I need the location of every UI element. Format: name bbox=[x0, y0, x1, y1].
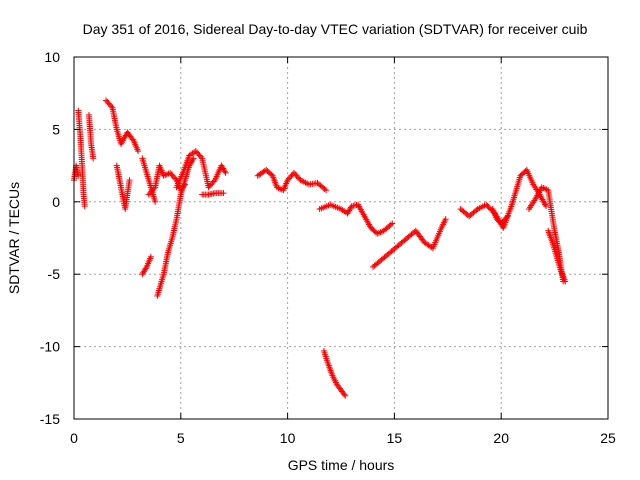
data-point bbox=[103, 97, 110, 104]
series-s20 bbox=[545, 227, 569, 285]
plot-frame bbox=[73, 56, 609, 420]
data-point bbox=[205, 184, 212, 191]
data-point bbox=[149, 187, 156, 194]
y-tick-label: -10 bbox=[40, 339, 60, 355]
data-point bbox=[221, 168, 228, 175]
data-point bbox=[170, 174, 177, 181]
data-point bbox=[210, 178, 217, 185]
y-tick-label: 10 bbox=[44, 49, 60, 65]
data-point bbox=[503, 214, 510, 221]
data-point bbox=[168, 171, 175, 178]
data-point bbox=[105, 100, 112, 107]
series-s5 bbox=[113, 162, 133, 213]
data-point bbox=[321, 186, 328, 193]
data-point bbox=[147, 253, 154, 260]
data-point bbox=[148, 188, 155, 195]
data-point bbox=[342, 392, 349, 399]
data-point bbox=[323, 187, 330, 194]
data-point bbox=[209, 179, 216, 186]
data-point bbox=[167, 169, 174, 176]
data-point bbox=[181, 182, 188, 189]
data-point bbox=[499, 219, 506, 226]
y-tick-label: 5 bbox=[52, 121, 60, 137]
data-point bbox=[285, 175, 292, 182]
y-axis-label: SDTVAR / TECUs bbox=[6, 182, 22, 294]
series-s3 bbox=[85, 111, 97, 162]
x-tick-label: 0 bbox=[70, 430, 78, 446]
data-point bbox=[81, 203, 88, 210]
data-point bbox=[195, 151, 202, 158]
chart-title: Day 351 of 2016, Sidereal Day-to-day VTE… bbox=[83, 21, 588, 37]
data-point bbox=[145, 191, 152, 198]
series-s16 bbox=[370, 216, 449, 270]
data-point bbox=[106, 101, 113, 108]
data-point bbox=[126, 177, 133, 184]
data-point bbox=[182, 181, 189, 188]
x-tick-label: 25 bbox=[600, 430, 616, 446]
data-point bbox=[284, 177, 291, 184]
data-point bbox=[147, 190, 154, 197]
data-point bbox=[294, 174, 301, 181]
y-tick-label: -15 bbox=[40, 411, 60, 427]
data-point bbox=[108, 103, 115, 110]
data-point bbox=[291, 169, 298, 176]
data-point bbox=[293, 172, 300, 179]
data-point bbox=[142, 265, 149, 272]
series-s12 bbox=[254, 166, 330, 194]
data-marks bbox=[71, 97, 569, 399]
x-tick-label: 20 bbox=[493, 430, 509, 446]
x-ticks: 0 5 10 15 20 25 bbox=[70, 57, 616, 446]
x-tick-label: 15 bbox=[387, 430, 403, 446]
data-point bbox=[150, 185, 157, 192]
y-ticks: -15 -10 -5 0 5 10 bbox=[40, 49, 608, 427]
y-tick-label: -5 bbox=[48, 266, 61, 282]
data-point bbox=[562, 278, 569, 285]
data-point bbox=[387, 221, 394, 228]
data-point bbox=[104, 98, 111, 105]
series-s2 bbox=[75, 107, 88, 210]
series-s11 bbox=[199, 190, 227, 198]
data-point bbox=[190, 155, 197, 162]
data-point bbox=[208, 181, 215, 188]
data-point bbox=[129, 136, 136, 143]
data-point bbox=[196, 152, 203, 159]
data-point bbox=[341, 391, 348, 398]
data-point bbox=[189, 156, 196, 163]
series-s18 bbox=[489, 206, 511, 227]
grid-lines bbox=[74, 57, 608, 419]
x-axis-label: GPS time / hours bbox=[288, 457, 395, 473]
series-s15 bbox=[344, 201, 396, 237]
data-point bbox=[288, 172, 295, 179]
data-point bbox=[197, 153, 204, 160]
data-point bbox=[152, 198, 159, 205]
y-tick-label: 0 bbox=[52, 194, 60, 210]
data-point bbox=[206, 182, 213, 189]
series-s10 bbox=[173, 148, 229, 191]
data-point bbox=[504, 213, 511, 220]
data-point bbox=[194, 149, 201, 156]
data-point bbox=[172, 175, 179, 182]
series-s13 bbox=[316, 201, 351, 217]
data-point bbox=[498, 220, 505, 227]
data-point bbox=[222, 169, 229, 176]
series-s7 bbox=[139, 253, 154, 278]
data-point bbox=[500, 217, 507, 224]
series-s14 bbox=[320, 347, 349, 399]
data-point bbox=[75, 172, 82, 179]
data-point bbox=[169, 172, 176, 179]
data-point bbox=[220, 190, 227, 197]
data-point bbox=[442, 216, 449, 223]
data-point bbox=[135, 148, 142, 155]
data-point bbox=[502, 216, 509, 223]
data-point bbox=[90, 155, 97, 162]
data-point bbox=[473, 207, 480, 214]
data-point bbox=[287, 174, 294, 181]
data-point bbox=[389, 220, 396, 227]
x-tick-label: 10 bbox=[280, 430, 296, 446]
x-tick-label: 5 bbox=[177, 430, 185, 446]
data-point bbox=[192, 148, 199, 155]
series-s4 bbox=[103, 97, 142, 155]
data-point bbox=[292, 171, 299, 178]
